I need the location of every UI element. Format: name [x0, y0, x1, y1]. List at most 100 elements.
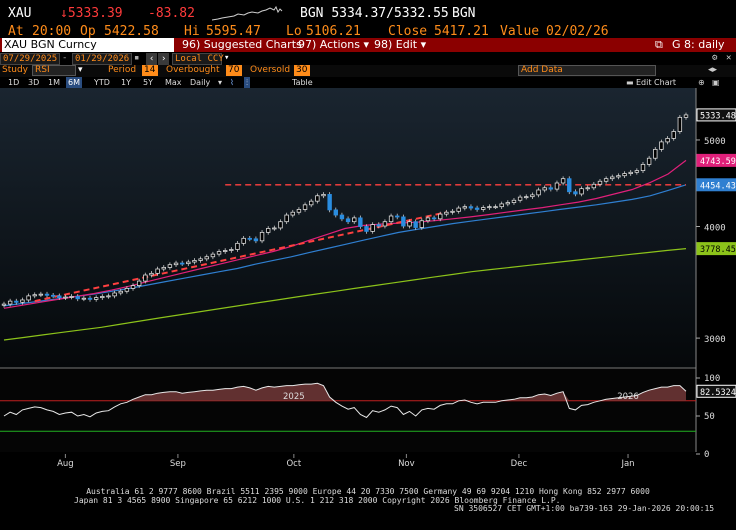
settings-icon[interactable]: ⚙ [712, 53, 718, 63]
overbought-input[interactable]: 70 [226, 65, 242, 76]
x-year-label: 2026 [617, 392, 639, 402]
end-date-input[interactable]: 01/29/2026 [72, 53, 133, 65]
candle-body [198, 258, 203, 261]
popout-icon[interactable]: ⧉ [655, 38, 663, 51]
price-series-group [1, 112, 689, 341]
candle-body [677, 116, 683, 132]
candle-body [345, 218, 351, 223]
candle-body [610, 176, 615, 180]
candle-body [14, 300, 19, 303]
candle-body [69, 296, 74, 298]
frequency-dropdown-icon[interactable]: ▾ [218, 78, 223, 87]
edit-menu[interactable]: 98) Edit ▾ [374, 38, 426, 52]
suggested-charts-number: 96) [182, 38, 201, 51]
rsi-y-tick-label: 100 [704, 374, 720, 384]
close-icon[interactable]: ✕ [726, 53, 732, 63]
open-label: Op [80, 24, 96, 39]
period-tabs: 1D 3D 1M 6M YTD 1Y 5Y Max Daily ▾ ⌇ ⫶ Ta… [0, 77, 736, 88]
x-tick-label: Nov [398, 459, 415, 468]
candle-body [413, 221, 418, 228]
tab-3d[interactable]: 3D [28, 78, 40, 87]
candle-body [93, 297, 99, 300]
actions-menu[interactable]: 97) Actions ▾ [298, 38, 369, 52]
price-marker-box [696, 108, 736, 122]
candle-body [339, 214, 345, 220]
frequency-select[interactable]: Daily [190, 78, 211, 87]
candle-body [229, 249, 234, 251]
y-tick-label: 3000 [704, 335, 726, 345]
save-icon[interactable]: ▣ [712, 78, 720, 87]
candle-body [241, 237, 246, 244]
candle-body [487, 206, 492, 209]
rsi-y-tick-label: 50 [704, 412, 715, 422]
sparkline-icon [212, 5, 283, 21]
tab-ytd[interactable]: YTD [94, 78, 110, 87]
candle-body [259, 231, 265, 242]
footer-contacts-line2: Japan 81 3 4565 8900 Singapore 65 6212 1… [74, 496, 561, 505]
x-tick-label: Dec [511, 459, 528, 468]
scroll-left-button[interactable]: ‹ [146, 53, 158, 65]
study-dropdown-icon[interactable]: ▾ [78, 65, 83, 75]
edit-chart-button[interactable]: Edit Chart [636, 78, 677, 87]
quote-time: 20:00 [32, 24, 72, 39]
tab-1m[interactable]: 1M [48, 78, 60, 87]
candle-body [640, 163, 646, 172]
candle-body [603, 178, 609, 182]
expand-icon[interactable]: ◂▸ [708, 65, 718, 75]
ticker-label: XAU [8, 6, 32, 21]
chart-edit-icon[interactable]: ▬ [626, 78, 634, 87]
security-name[interactable]: XAU BGN Curncy [2, 38, 174, 52]
candle-body [481, 207, 486, 210]
start-date-input[interactable]: 07/29/2025 [0, 53, 61, 65]
last-price: ↓5333.39 [60, 6, 123, 21]
candle-body [659, 141, 664, 150]
candle-body [210, 253, 216, 258]
candle-body [585, 187, 590, 190]
price-marker-label: 3778.45 [700, 245, 736, 255]
study-label: Study [2, 65, 28, 75]
candle-body [425, 217, 431, 222]
x-tick-label: Jan [620, 459, 634, 468]
edit-label: Edit [395, 38, 418, 51]
study-select[interactable]: RSI [32, 65, 76, 76]
add-data-input[interactable]: Add Data [518, 65, 656, 76]
tab-1d[interactable]: 1D [8, 78, 20, 87]
ma-blue-line [3, 184, 687, 307]
price-chart[interactable]: 3000 4000 5000 5333.48 4743.59 4454.43 3778.45… [0, 88, 736, 468]
tab-1y[interactable]: 1Y [121, 78, 131, 87]
candle-body [57, 295, 62, 299]
suggested-charts-menu[interactable]: 96) Suggested Charts [182, 38, 302, 52]
currency-select[interactable]: Local CCY [172, 53, 224, 65]
tab-max[interactable]: Max [165, 78, 182, 87]
candle-body [26, 295, 31, 301]
edit-number: 98) [374, 38, 393, 51]
scroll-right-button[interactable]: › [158, 53, 170, 65]
line-type-icon[interactable]: ⌇ [230, 78, 234, 87]
open-value: 5422.58 [104, 24, 159, 39]
candle-body [665, 138, 670, 143]
close-label: Close [388, 24, 428, 39]
tab-6m[interactable]: 6M [66, 77, 82, 88]
candle-body [173, 262, 179, 266]
candle-body [222, 250, 228, 252]
calendar-icon[interactable]: ▪ [134, 53, 140, 63]
candle-body [75, 296, 80, 300]
value-label: Value [500, 24, 540, 39]
quote-details: At 20:00 Op 5422.58 Hi 5595.47 Lo 5106.2… [0, 24, 736, 39]
candle-body [253, 238, 259, 242]
period-input[interactable]: 14 [142, 65, 158, 76]
candle-body [278, 221, 283, 229]
candle-body [284, 214, 289, 223]
candle-body [167, 264, 173, 268]
candle-body [327, 194, 332, 211]
security-header-bar: XAU BGN Curncy 96) Suggested Charts 97) … [0, 38, 736, 52]
candle-body [272, 227, 277, 230]
tab-5y[interactable]: 5Y [143, 78, 153, 87]
zoom-icon[interactable]: ⊕ [698, 78, 705, 87]
currency-dropdown-icon[interactable]: ▾ [224, 53, 230, 63]
candle-body [468, 206, 474, 209]
table-button[interactable]: Table [292, 78, 313, 87]
candle-type-icon[interactable]: ⫶ [244, 77, 250, 88]
candle-body [309, 200, 314, 206]
oversold-input[interactable]: 30 [294, 65, 310, 76]
